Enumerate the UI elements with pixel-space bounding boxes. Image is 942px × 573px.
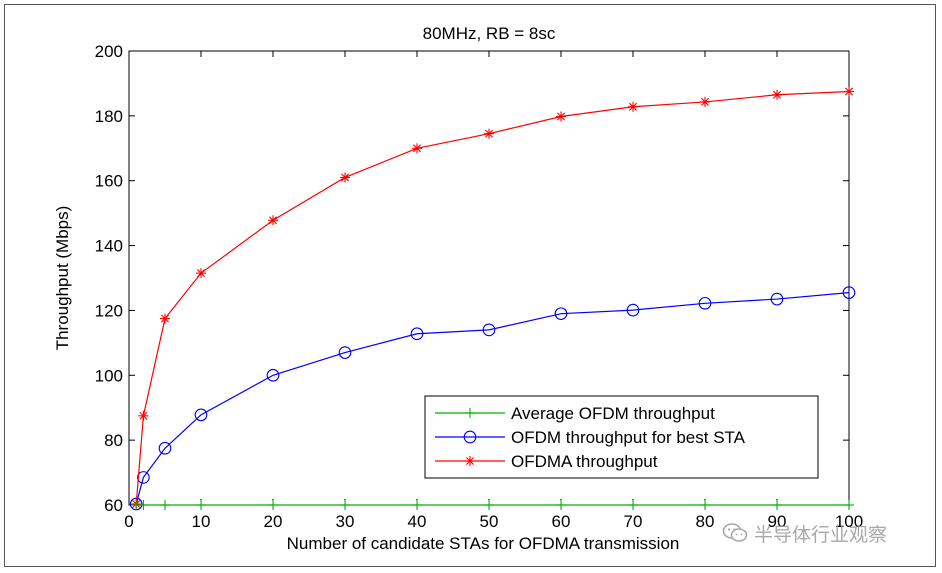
y-tick-label: 80	[104, 431, 123, 450]
y-tick-label: 160	[95, 172, 123, 191]
series-1-point	[772, 500, 782, 510]
series-1-point	[556, 500, 566, 510]
series-2-point	[770, 292, 784, 306]
x-tick-label: 10	[192, 512, 211, 531]
x-tick-label: 0	[124, 512, 133, 531]
series-3-point	[844, 86, 854, 97]
series-2-point	[842, 286, 856, 299]
wechat-icon	[722, 523, 748, 542]
series-3-point	[556, 111, 566, 122]
watermark: 半导体行业观察	[722, 518, 887, 548]
series-3-point	[628, 101, 638, 112]
series-2-point	[194, 408, 208, 422]
series-1-point	[700, 500, 710, 510]
series-1-point	[628, 500, 638, 510]
series-3-point	[160, 313, 170, 324]
legend-label-2: OFDM throughput for best STA	[511, 428, 746, 447]
x-tick-label: 30	[336, 512, 355, 531]
y-tick-label: 180	[95, 107, 123, 126]
series-1-point	[268, 500, 278, 510]
series-2-point	[698, 296, 712, 310]
watermark-text: 半导体行业观察	[754, 523, 888, 546]
x-tick-label: 100	[835, 512, 863, 531]
series-2-point	[137, 471, 150, 484]
x-tick-label: 70	[624, 512, 643, 531]
series-3-point	[772, 89, 782, 100]
x-tick-label: 50	[480, 512, 499, 531]
legend-marker-3	[465, 456, 475, 466]
y-tick-label: 100	[95, 366, 123, 385]
x-tick-label: 80	[696, 512, 715, 531]
x-tick-label: 60	[552, 512, 571, 531]
series-2-point	[482, 323, 496, 337]
legend-marker-1	[465, 408, 475, 418]
series-2-point	[338, 346, 352, 359]
series-2-point	[554, 307, 568, 321]
x-axis-label: Number of candidate STAs for OFDMA trans…	[287, 534, 680, 553]
series-1-point	[196, 500, 206, 510]
series-3-point	[340, 172, 350, 183]
x-tick-label: 20	[264, 512, 283, 531]
series-2-point	[410, 327, 424, 341]
series-3-point	[196, 268, 206, 279]
series-1-point	[484, 500, 494, 510]
series-1-point	[412, 500, 422, 510]
y-axis-label: Throughput (Mbps)	[53, 206, 72, 351]
series-3-point	[412, 143, 422, 154]
y-tick-label: 140	[95, 237, 123, 256]
x-tick-label: 90	[768, 512, 787, 531]
series-3-point	[700, 96, 710, 107]
legend-label-3: OFDMA throughput	[511, 452, 658, 471]
legend-label-1: Average OFDM throughput	[511, 404, 715, 423]
y-tick-label: 120	[95, 301, 123, 320]
series-1-point	[160, 500, 170, 510]
legend-marker-2	[463, 430, 477, 444]
series-2-point	[158, 441, 172, 455]
series-3-point	[138, 410, 149, 421]
series-2-point	[266, 368, 280, 382]
chart-title: 80MHz, RB = 8sc	[423, 24, 556, 43]
series-1-point	[138, 500, 149, 510]
series-2-point	[626, 303, 640, 317]
x-tick-label: 40	[408, 512, 427, 531]
y-tick-label: 60	[104, 496, 123, 515]
series-3-point	[484, 128, 494, 139]
series-3-point	[268, 215, 278, 226]
series-1-point	[340, 500, 350, 510]
y-tick-label: 200	[95, 42, 123, 61]
series-1-point	[844, 500, 854, 510]
series-line-2	[135, 291, 850, 505]
